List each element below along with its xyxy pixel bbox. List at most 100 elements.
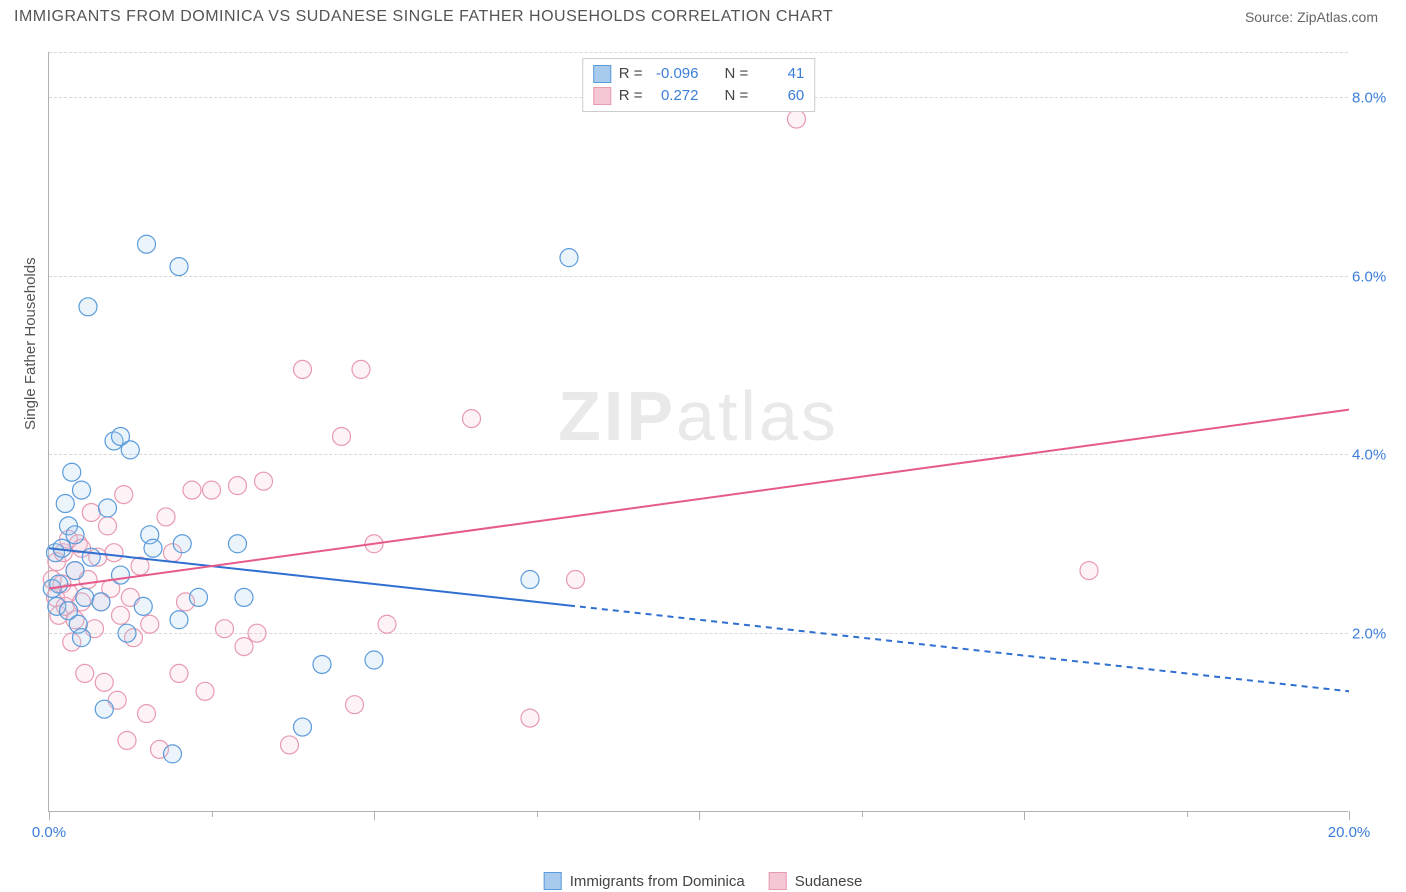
x-tick (1349, 811, 1350, 820)
source-name: ZipAtlas.com (1297, 9, 1378, 25)
scatter-point (118, 624, 136, 642)
scatter-point (63, 463, 81, 481)
y-axis-title: Single Father Households (22, 257, 39, 430)
scatter-point (95, 673, 113, 691)
n-label: N = (725, 85, 749, 107)
scatter-point (138, 705, 156, 723)
x-tick-label: 0.0% (32, 824, 66, 841)
scatter-point (121, 441, 139, 459)
x-tick (374, 811, 375, 820)
swatch-pink (593, 87, 611, 105)
scatter-point (463, 410, 481, 428)
scatter-point (229, 535, 247, 553)
legend-label-blue: Immigrants from Dominica (570, 873, 745, 890)
scatter-point (196, 682, 214, 700)
source-label: Source: (1245, 9, 1293, 25)
scatter-point (66, 526, 84, 544)
scatter-point (173, 535, 191, 553)
scatter-point (1080, 562, 1098, 580)
y-tick-label: 6.0% (1352, 268, 1398, 285)
legend-stats-row-blue: R = -0.096 N = 41 (593, 63, 805, 85)
scatter-point (294, 718, 312, 736)
scatter-point (118, 731, 136, 749)
scatter-point (521, 709, 539, 727)
scatter-point (170, 258, 188, 276)
scatter-point (567, 571, 585, 589)
scatter-point (157, 508, 175, 526)
scatter-point (281, 736, 299, 754)
scatter-point (79, 298, 97, 316)
scatter-point (56, 495, 74, 513)
legend-item-pink: Sudanese (769, 872, 863, 890)
scatter-point (203, 481, 221, 499)
n-label: N = (725, 63, 749, 85)
scatter-point (521, 571, 539, 589)
x-tick (537, 811, 538, 817)
scatter-point (95, 700, 113, 718)
scatter-point (105, 544, 123, 562)
scatter-point (170, 664, 188, 682)
x-tick (1187, 811, 1188, 817)
scatter-point (788, 110, 806, 128)
scatter-point (112, 606, 130, 624)
scatter-point (141, 615, 159, 633)
x-tick-label: 20.0% (1328, 824, 1371, 841)
scatter-point (294, 360, 312, 378)
scatter-point (365, 651, 383, 669)
scatter-point (235, 588, 253, 606)
scatter-point (183, 481, 201, 499)
x-tick (212, 811, 213, 817)
n-value-pink: 60 (756, 85, 804, 107)
scatter-point (144, 539, 162, 557)
scatter-point (170, 611, 188, 629)
x-tick (1024, 811, 1025, 820)
swatch-blue (593, 65, 611, 83)
chart-plot-area: ZIPatlas R = -0.096 N = 41 R = 0.272 N =… (48, 52, 1348, 812)
scatter-point (313, 655, 331, 673)
scatter-point (66, 562, 84, 580)
scatter-point (352, 360, 370, 378)
y-tick-label: 8.0% (1352, 89, 1398, 106)
scatter-point (50, 575, 68, 593)
scatter-point (248, 624, 266, 642)
scatter-point (229, 477, 247, 495)
scatter-svg (49, 52, 1348, 811)
x-tick (862, 811, 863, 817)
legend-stats-box: R = -0.096 N = 41 R = 0.272 N = 60 (582, 58, 816, 112)
scatter-point (190, 588, 208, 606)
legend-item-blue: Immigrants from Dominica (544, 872, 745, 890)
scatter-point (346, 696, 364, 714)
r-value-blue: -0.096 (651, 63, 699, 85)
n-value-blue: 41 (756, 63, 804, 85)
y-tick-label: 2.0% (1352, 626, 1398, 643)
scatter-point (134, 597, 152, 615)
scatter-point (333, 427, 351, 445)
chart-title: IMMIGRANTS FROM DOMINICA VS SUDANESE SIN… (14, 8, 833, 26)
scatter-point (216, 620, 234, 638)
legend-stats-row-pink: R = 0.272 N = 60 (593, 85, 805, 107)
scatter-point (73, 481, 91, 499)
source-attribution: Source: ZipAtlas.com (1245, 9, 1378, 25)
scatter-point (73, 629, 91, 647)
r-label: R = (619, 85, 643, 107)
legend-series: Immigrants from Dominica Sudanese (544, 872, 863, 890)
x-tick (699, 811, 700, 820)
swatch-pink (769, 872, 787, 890)
r-label: R = (619, 63, 643, 85)
scatter-point (560, 249, 578, 267)
r-value-pink: 0.272 (651, 85, 699, 107)
trend-line (49, 410, 1349, 589)
scatter-point (138, 235, 156, 253)
scatter-point (82, 548, 100, 566)
scatter-point (115, 486, 133, 504)
scatter-point (82, 503, 100, 521)
scatter-point (99, 517, 117, 535)
scatter-point (99, 499, 117, 517)
x-tick (49, 811, 50, 820)
scatter-point (92, 593, 110, 611)
scatter-point (255, 472, 273, 490)
trend-line (569, 605, 1349, 691)
scatter-point (164, 745, 182, 763)
scatter-point (76, 588, 94, 606)
scatter-point (235, 638, 253, 656)
